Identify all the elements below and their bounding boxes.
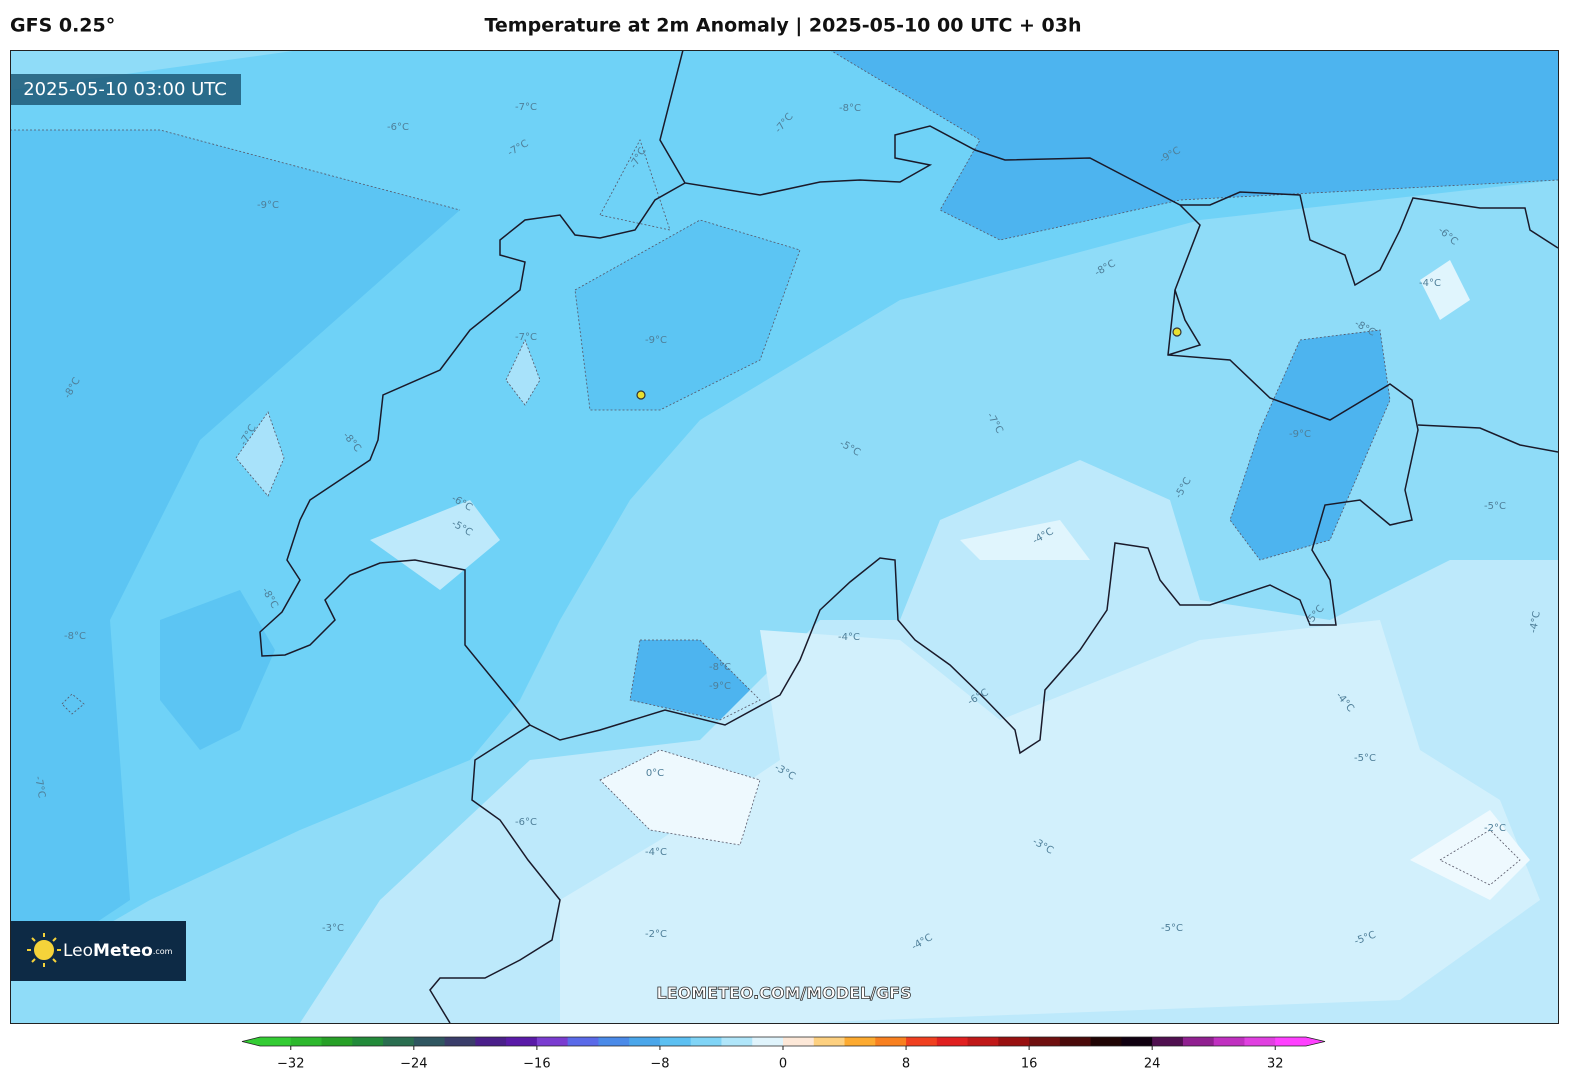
colorbar-tick-label: −24 — [400, 1057, 427, 1072]
colorbar-segment — [1213, 1037, 1245, 1046]
colorbar-tick-label: 32 — [1267, 1057, 1284, 1072]
colorbar-segment — [690, 1037, 722, 1046]
watermark: LEOMETEO.COM/MODEL/GFS — [656, 984, 911, 1003]
contour-label: -4°C — [645, 847, 667, 858]
colorbar-outline — [241, 1036, 1326, 1047]
timestamp: 2025-05-10 03:00 UTC — [23, 79, 227, 100]
colorbar: −32 −24 −16 −8 0 8 16 24 32 — [241, 1036, 1326, 1072]
colorbar-segment — [1182, 1037, 1215, 1046]
contour-label: -9°C — [257, 200, 279, 211]
colorbar-segment — [783, 1037, 815, 1046]
colorbar-segment — [936, 1037, 969, 1046]
map-title: Temperature at 2m Anomaly | 2025-05-10 0… — [484, 15, 1081, 37]
colorbar-segment — [629, 1037, 661, 1046]
colorbar-segment — [290, 1037, 323, 1046]
colorbar-segment — [383, 1037, 415, 1046]
contour-label: -6°C — [387, 122, 409, 133]
contour-label: -7°C — [32, 775, 47, 799]
contour-label: -9°C — [1289, 429, 1311, 440]
contour-label: -7°C — [515, 102, 537, 113]
colorbar-segment — [567, 1037, 599, 1046]
contour-label: -4°C — [838, 632, 860, 643]
colorbar-segment — [321, 1037, 353, 1046]
colorbar-segment — [721, 1037, 753, 1046]
colorbar-segment — [967, 1037, 999, 1046]
colorbar-segment — [813, 1037, 846, 1046]
contour-label: -9°C — [645, 335, 667, 346]
colorbar-segment — [875, 1037, 907, 1046]
colorbar-segment — [1090, 1037, 1122, 1046]
colorbar-segment — [752, 1037, 784, 1046]
colorbar-segment — [475, 1037, 507, 1046]
colorbar-tick-label: −8 — [650, 1057, 669, 1072]
colorbar-tick-label: 16 — [1021, 1057, 1038, 1072]
contour-label: -5°C — [1484, 501, 1506, 512]
colorbar-segment — [1275, 1037, 1307, 1046]
contour-label: -9°C — [709, 681, 731, 692]
borders — [259, 50, 1558, 1023]
colorbar-segment — [998, 1037, 1030, 1046]
contour-label: -8°C — [839, 103, 861, 114]
contour-label: -4°C — [1528, 610, 1543, 634]
colorbar-segment — [906, 1037, 938, 1046]
contour-label: 0°C — [646, 768, 664, 779]
colorbar-segment — [659, 1037, 692, 1046]
contour-label: -5°C — [1161, 923, 1183, 934]
colorbar-high-arrow — [1306, 1037, 1325, 1046]
logo-regular: Leo — [63, 941, 93, 961]
colorbar-segment — [1121, 1037, 1153, 1046]
map-area: -6°C-7°C-7°C -7°C-8°C-7°C-9°C-9°C-8°C-6°C… — [10, 50, 1558, 1023]
colorbar-segment — [352, 1037, 384, 1046]
colorbar-segment — [844, 1037, 876, 1046]
colorbar-segment — [1152, 1037, 1184, 1046]
colorbar-tick-label: 8 — [902, 1057, 910, 1072]
contour-label: -6°C — [515, 817, 537, 828]
colorbar-tick-label: −32 — [277, 1057, 304, 1072]
contour-label: -8°C — [64, 631, 86, 642]
colorbar-tick-label: 24 — [1144, 1057, 1161, 1072]
logo-bold: Meteo — [93, 941, 153, 961]
colorbar-segment — [444, 1037, 476, 1046]
colorbar-segment — [1029, 1037, 1061, 1046]
colorbar-segment — [1244, 1037, 1276, 1046]
contour-label: -2°C — [1484, 823, 1506, 834]
contour-label: -7°C — [515, 332, 537, 343]
contour-label: -3°C — [322, 923, 344, 934]
logo-icon — [27, 933, 61, 967]
contour-label: -4°C — [1419, 278, 1441, 289]
model-label: GFS 0.25° — [10, 15, 115, 37]
colorbar-segment — [1059, 1037, 1092, 1046]
logo-suffix: .com — [153, 947, 173, 956]
contour-label: -5°C — [1354, 753, 1376, 764]
colorbar-segment — [260, 1037, 292, 1046]
colorbar-tick-label: 0 — [779, 1057, 787, 1072]
contour-label: -2°C — [645, 929, 667, 940]
colorbar-segment — [506, 1037, 538, 1046]
colorbar-tick-label: −16 — [523, 1057, 550, 1072]
colorbar-segment — [413, 1037, 446, 1046]
colorbar-segment — [598, 1037, 630, 1046]
colorbar-segment — [536, 1037, 569, 1046]
logo-text: LeoMeteo.com — [63, 941, 173, 961]
colorbar-low-arrow — [242, 1037, 260, 1046]
contour-label: -8°C — [709, 662, 731, 673]
